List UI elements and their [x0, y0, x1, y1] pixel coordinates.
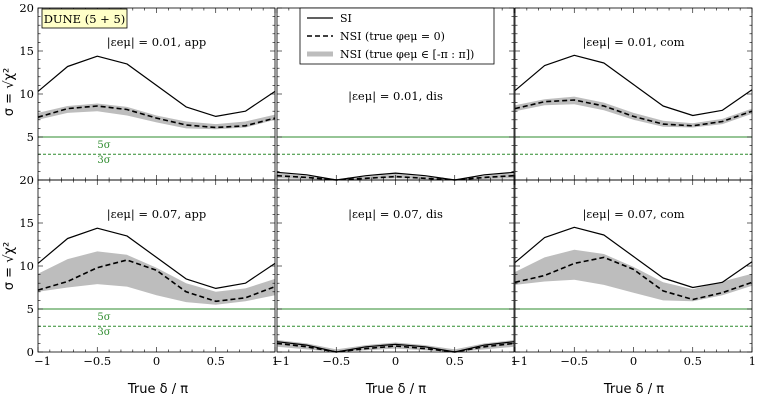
legend-label-nsi-band: NSI (true φeμ ∈ [-π : π]) — [340, 48, 474, 61]
y-tick-label: 0 — [27, 345, 34, 359]
y-tick-label: 15 — [19, 216, 34, 230]
x-tick-label: 1 — [272, 354, 279, 368]
x-axis-label-middle: True δ / π — [365, 382, 426, 397]
panel-annotation: |εeμ| = 0.01, dis — [348, 89, 443, 104]
five-sigma-label: 5σ — [97, 312, 110, 323]
nsi-phi0-curve — [37, 105, 276, 129]
legend-label-si: SI — [340, 12, 352, 25]
x-tick-label: −0.5 — [322, 354, 350, 368]
nsi-band-area — [38, 103, 275, 130]
panel-annotation: |εeμ| = 0.07, app — [107, 207, 206, 222]
x-tick-label: −0.5 — [83, 354, 111, 368]
panel-annotation: |εeμ| = 0.01, app — [107, 35, 206, 50]
si-curve — [514, 226, 753, 289]
x-tick-label: 0.5 — [207, 354, 225, 368]
nsi-phi0-curve — [514, 256, 753, 301]
si-curve — [276, 341, 515, 353]
x-axis-label-left: True δ / π — [127, 382, 188, 397]
y-tick-label: 15 — [19, 44, 34, 58]
experiment-badge-text: DUNE (5 + 5) — [44, 12, 126, 26]
si-curve — [276, 171, 515, 181]
x-tick-label: 0.5 — [446, 354, 464, 368]
si-curve — [37, 55, 276, 118]
si-curve — [514, 54, 753, 117]
nsi-band-area — [277, 340, 514, 352]
si-curve — [37, 227, 276, 289]
experiment-badge-box — [41, 8, 128, 29]
y-tick-label: 5 — [27, 302, 34, 316]
y-axis-label-top: σ = √χ² — [2, 68, 17, 116]
y-axis-label-bottom: σ = √χ² — [2, 242, 17, 290]
x-tick-label: −1 — [34, 354, 51, 368]
y-tick-label: 10 — [19, 87, 34, 101]
nsi-phi0-curve — [514, 99, 753, 127]
x-tick-label: 0 — [153, 354, 160, 368]
three-sigma-label: 3σ — [97, 327, 110, 338]
y-tick-label: 20 — [19, 173, 34, 187]
panel-annotation: |εeμ| = 0.01, com — [582, 35, 684, 50]
panel-annotation: |εeμ| = 0.07, com — [582, 207, 684, 222]
legend: SI NSI (true φeμ = 0) NSI (true φeμ ∈ [-… — [299, 7, 495, 65]
x-axis-label-right: True δ / π — [603, 382, 664, 397]
x-tick-label: 0 — [392, 354, 399, 368]
panel-top-left: 5σ 3σ |εeμ| = 0.01, app 5 10 15 20 — [19, 1, 276, 181]
y-tick-label: 5 — [27, 130, 34, 144]
panel-bottom-middle: |εeμ| = 0.07, dis −1 −0.5 0 0.5 1 — [273, 179, 518, 368]
y-tick-label: 10 — [19, 259, 34, 273]
panel-bottom-left: 5σ 3σ |εeμ| = 0.07, app 0 5 10 15 20 −1 −0.5 0 0.5 1 — [19, 173, 279, 368]
panel-top-right: |εeμ| = 0.01, com — [514, 7, 753, 181]
panel-bottom-right: |εeμ| = 0.07, com −1 −0.5 0 0.5 1 — [511, 179, 756, 368]
y-tick-label: 20 — [19, 1, 34, 15]
x-tick-label: −0.5 — [560, 354, 588, 368]
x-tick-label: 0 — [630, 354, 637, 368]
three-sigma-label: 3σ — [97, 155, 110, 166]
x-tick-label: 1 — [749, 354, 756, 368]
x-tick-label: 1 — [511, 354, 518, 368]
axes-labels-group: σ = √χ² σ = √χ² True δ / π True δ / π Tr… — [2, 68, 664, 397]
experiment-badge: DUNE (5 + 5) — [41, 8, 128, 29]
nsi-band-area — [515, 249, 752, 302]
legend-label-nsi-phi0: NSI (true φeμ = 0) — [340, 30, 445, 43]
five-sigma-label: 5σ — [97, 140, 110, 151]
x-tick-label: −1 — [273, 354, 290, 368]
nsi-phi0-curve — [37, 259, 276, 303]
panel-annotation: |εeμ| = 0.07, dis — [348, 207, 443, 222]
x-tick-label: −1 — [511, 354, 528, 368]
x-tick-label: 0.5 — [684, 354, 702, 368]
nsi-band-area — [38, 251, 275, 305]
